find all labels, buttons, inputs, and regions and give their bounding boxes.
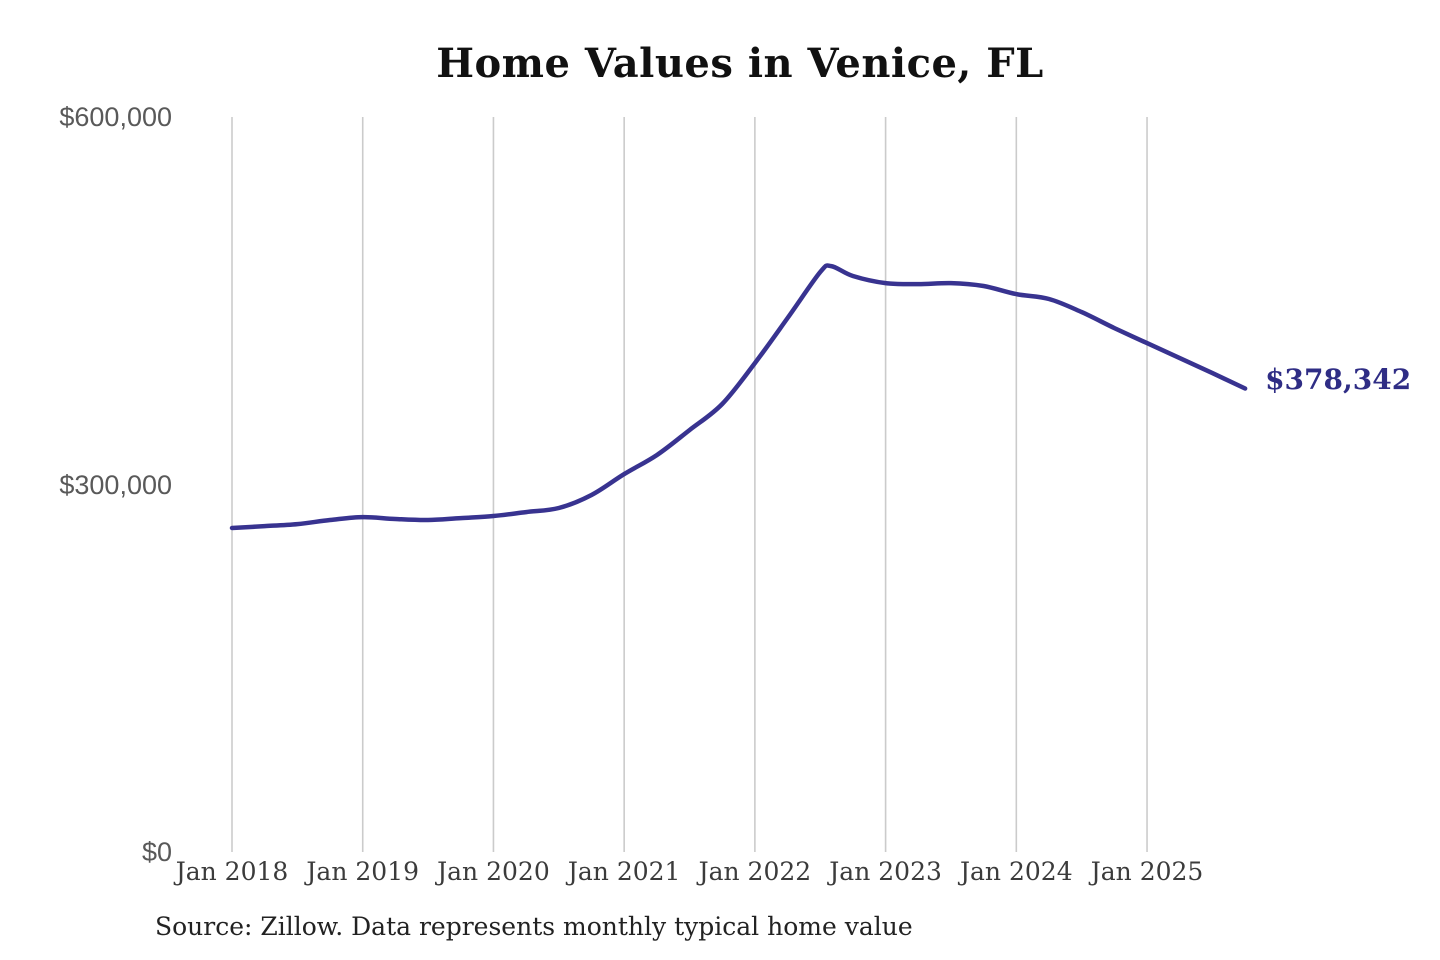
x-tick-label: Jan 2019 — [306, 857, 420, 886]
source-note: Source: Zillow. Data represents monthly … — [155, 912, 913, 941]
chart-title: Home Values in Venice, FL — [436, 40, 1044, 87]
x-tick-label: Jan 2023 — [829, 857, 942, 886]
x-tick-label: Jan 2024 — [960, 857, 1073, 886]
x-tick-label: Jan 2022 — [698, 857, 812, 886]
x-tick-label: Jan 2018 — [175, 857, 289, 886]
x-tick-label: Jan 2021 — [567, 857, 681, 886]
home-value-line — [229, 263, 1248, 531]
y-tick-label: $0 — [141, 837, 172, 867]
x-tick-label: Jan 2025 — [1090, 857, 1204, 886]
end-value-label: $378,342 — [1265, 362, 1412, 396]
y-tick-label: $300,000 — [59, 469, 172, 500]
x-tick-label: Jan 2020 — [437, 857, 550, 886]
y-tick-label: $600,000 — [59, 102, 172, 132]
